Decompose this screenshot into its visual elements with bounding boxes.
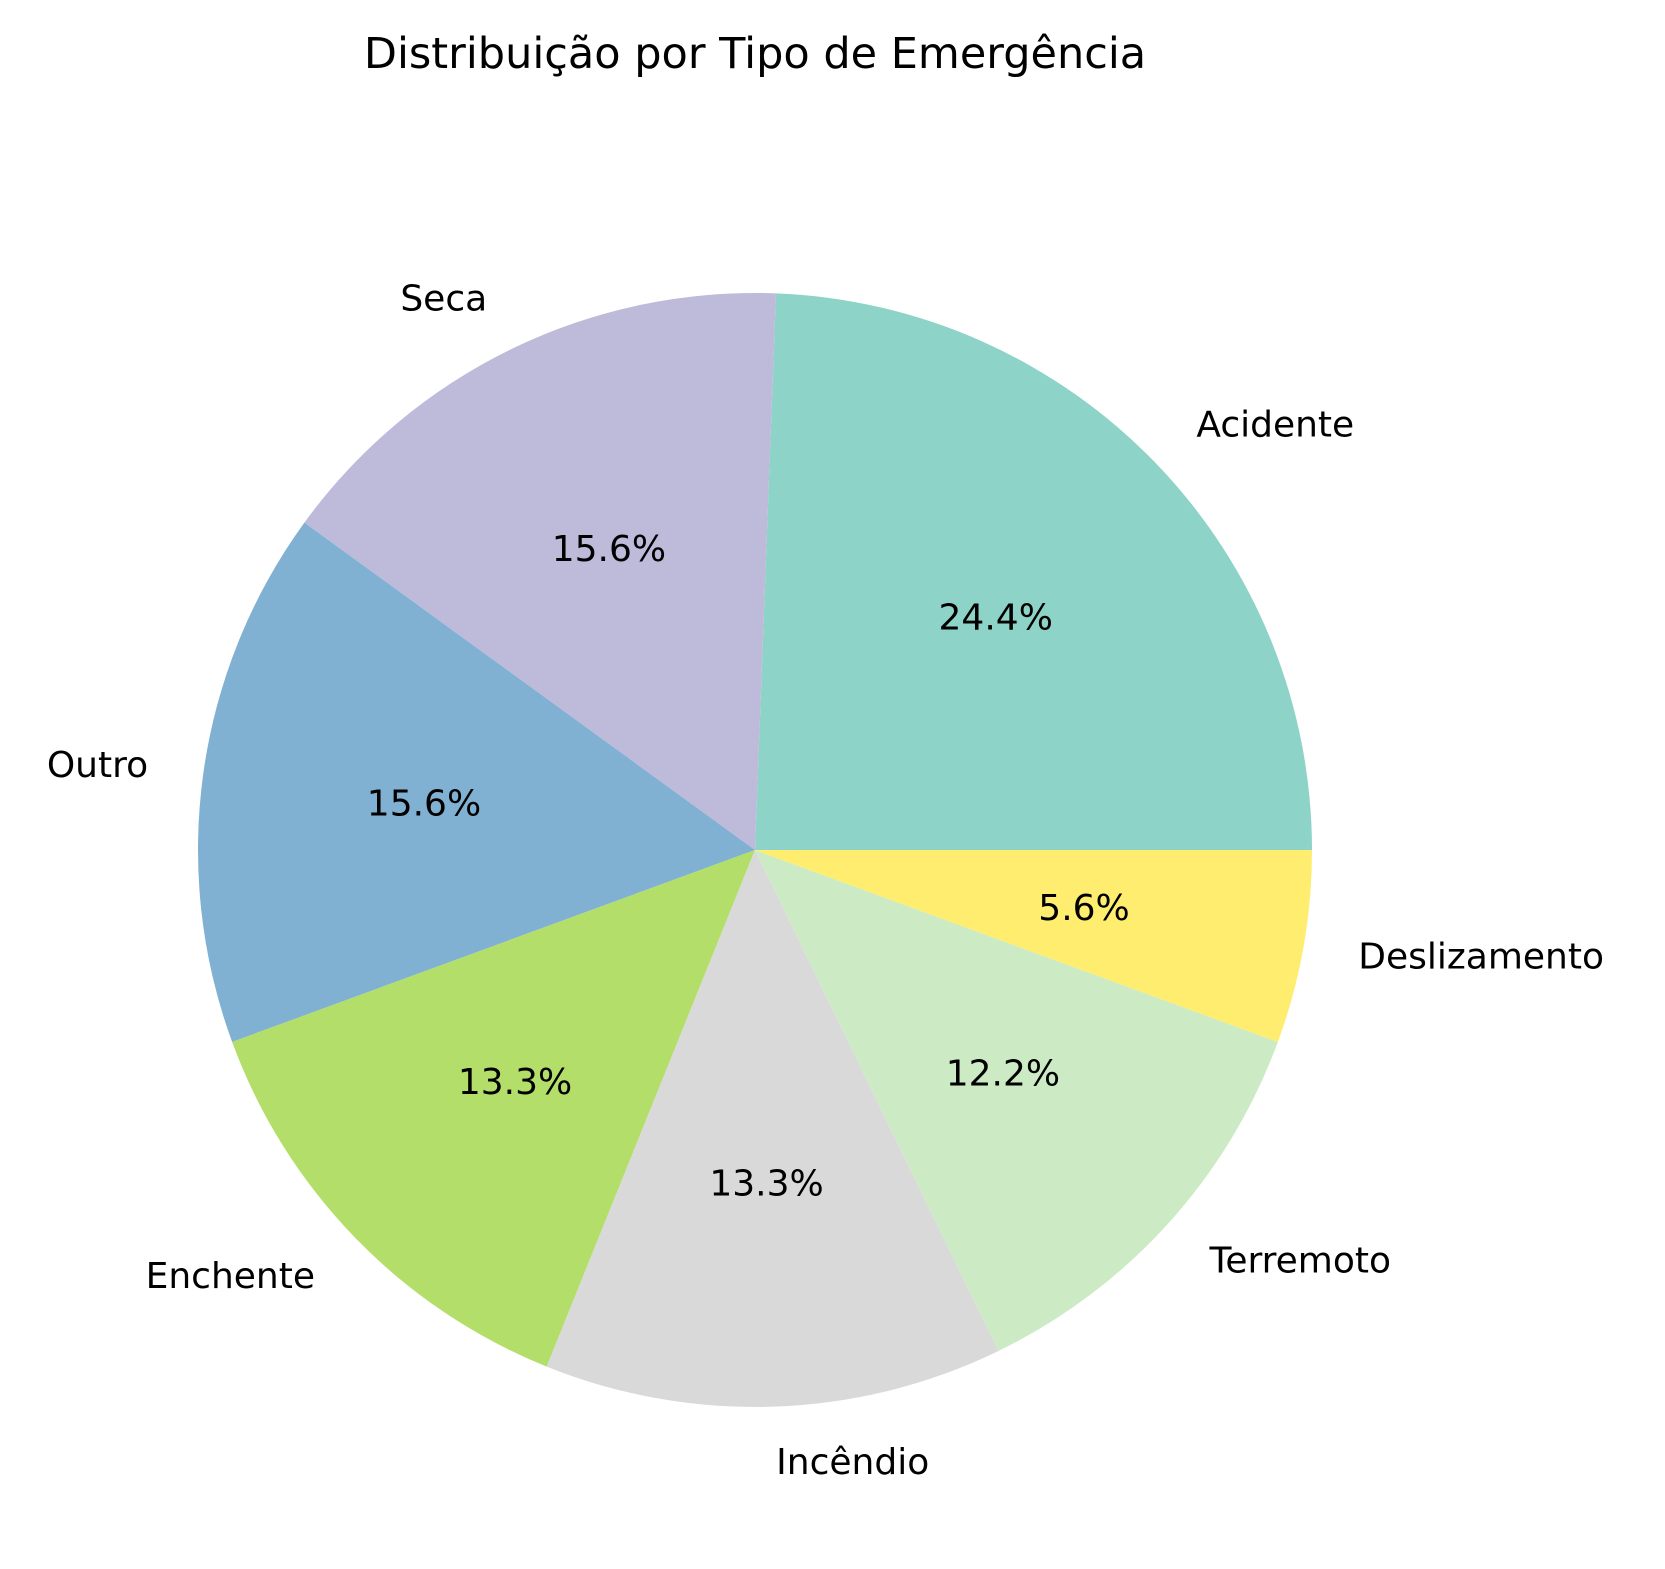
slice-label-deslizamento: Deslizamento	[1358, 937, 1604, 978]
pie-slice-acidente	[755, 293, 1312, 850]
pie-slice-enchente	[232, 850, 755, 1367]
slice-label-incendio: Incêndio	[776, 1442, 929, 1483]
pct-label-enchente: 13.3%	[458, 1062, 572, 1103]
pct-label-terremoto: 12.2%	[946, 1054, 1060, 1095]
pie-slice-terremoto	[755, 850, 1278, 1351]
pct-label-incendio: 13.3%	[709, 1164, 823, 1205]
pie-slice-deslizamento	[755, 850, 1312, 1042]
slice-label-seca: Seca	[400, 278, 487, 319]
slice-label-acidente: Acidente	[1196, 404, 1354, 445]
pct-label-acidente: 24.4%	[939, 598, 1053, 639]
pct-label-seca: 15.6%	[552, 529, 666, 570]
slice-label-enchente: Enchente	[146, 1256, 315, 1297]
pie-slice-outro	[198, 522, 755, 1042]
pct-label-deslizamento: 5.6%	[1038, 888, 1129, 929]
pct-label-outro: 15.6%	[367, 783, 481, 824]
pie-slice-incendio	[546, 850, 999, 1407]
pie-labels: Acidente 24.4% Seca 15.6% Outro 15.6% Enchente…	[47, 278, 1604, 1482]
pie-slice-seca	[304, 293, 776, 850]
slice-label-outro: Outro	[47, 745, 148, 786]
pie-slices	[198, 293, 1312, 1407]
slice-label-terremoto: Terremoto	[1208, 1240, 1391, 1281]
chart-title: Distribuição por Tipo de Emergência	[364, 29, 1146, 79]
